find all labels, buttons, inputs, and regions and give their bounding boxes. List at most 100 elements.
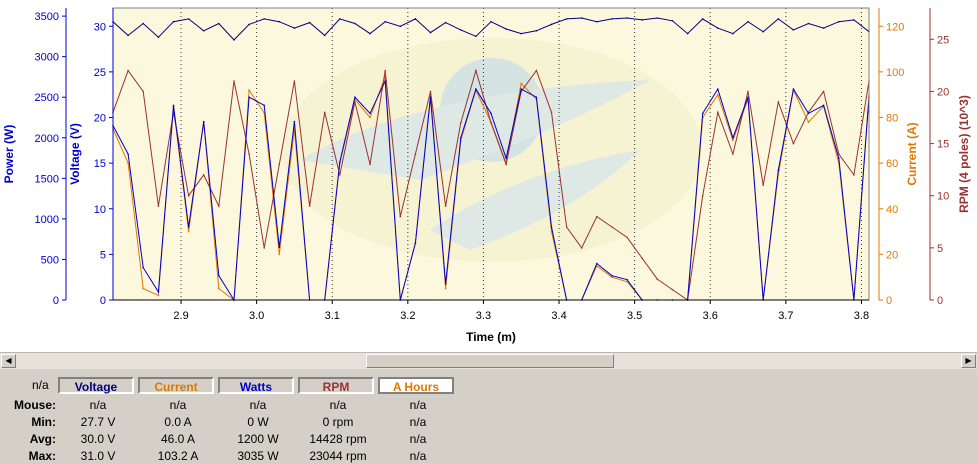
point-watts-34	[626, 278, 628, 281]
point-rpm-47	[822, 90, 825, 93]
header-watts[interactable]: Watts	[218, 377, 294, 394]
current-tick-label-2: 40	[886, 204, 898, 216]
min-a-hours: n/a	[409, 415, 427, 429]
point-voltage-9	[248, 23, 250, 26]
power-axis-title: Power (W)	[2, 125, 16, 184]
rpm-tick-label-1: 5	[937, 243, 943, 255]
point-watts-39	[701, 112, 704, 115]
series-layer	[112, 17, 870, 302]
current-axis-title: Current (A)	[905, 122, 919, 185]
min-watts: 0 W	[247, 415, 269, 429]
point-watts-20	[414, 242, 417, 244]
power-tick-label-2: 1000	[35, 214, 59, 226]
scroll-left-button[interactable]: ◀	[1, 354, 16, 368]
min-current: 0.0 A	[164, 415, 192, 429]
point-rpm-32	[596, 215, 598, 218]
header-a-hours[interactable]: A Hours	[378, 377, 454, 394]
x-tick-label-4: 3.3	[476, 310, 491, 322]
header-rpm[interactable]: RPM	[298, 377, 374, 394]
power-tick-label-1: 500	[41, 254, 59, 266]
point-rpm-14	[323, 111, 326, 114]
point-rpm-23	[460, 121, 462, 124]
header-current[interactable]: Current	[138, 377, 214, 394]
point-voltage-22	[444, 21, 447, 24]
point-watts-26	[505, 157, 507, 159]
max-current: 103.2 A	[157, 449, 199, 463]
point-rpm-11	[278, 163, 281, 166]
point-rpm-5	[187, 194, 190, 197]
point-watts-11	[278, 246, 281, 249]
point-watts-27	[520, 88, 522, 90]
point-rpm-22	[444, 205, 447, 207]
point-watts-47	[822, 104, 825, 107]
point-current-5	[187, 230, 190, 233]
point-voltage-33	[611, 18, 613, 20]
point-rpm-2	[142, 90, 144, 93]
axes-layer: 0500100015002000250030003500051015202530…	[35, 8, 949, 322]
scroll-thumb[interactable]	[366, 354, 614, 368]
avg-rpm: 14428 rpm	[309, 432, 367, 446]
point-watts-45	[792, 88, 795, 90]
point-voltage-27	[520, 32, 522, 35]
point-rpm-17	[369, 163, 371, 166]
point-rpm-43	[762, 184, 764, 187]
point-current-34	[626, 281, 628, 283]
current-tick-label-5: 100	[886, 67, 904, 79]
point-current-7	[218, 287, 220, 290]
power-tick-label-0: 0	[53, 295, 59, 307]
point-watts-1	[127, 153, 129, 155]
point-voltage-45	[792, 29, 795, 31]
point-rpm-28	[535, 69, 538, 72]
x-tick-label-0: 2.9	[173, 310, 188, 322]
rpm-tick-label-3: 15	[937, 139, 949, 151]
point-voltage-18	[384, 20, 387, 23]
header-voltage[interactable]: Voltage	[58, 377, 134, 394]
point-current-27	[520, 82, 522, 85]
point-watts-4	[172, 104, 175, 107]
point-current-40	[717, 93, 719, 96]
point-voltage-31	[580, 17, 583, 19]
point-current-41	[732, 139, 734, 142]
point-voltage-29	[550, 23, 553, 26]
rpm-tick-label-5: 25	[937, 34, 949, 46]
point-rpm-9	[248, 153, 250, 155]
x-tick-label-7: 3.6	[703, 310, 718, 322]
min-rpm: 0 rpm	[322, 415, 354, 429]
rpm-axis-title: RPM (4 poles) (10^3)	[957, 95, 971, 213]
point-rpm-37	[671, 288, 674, 291]
horizontal-scrollbar[interactable]: ◀ ▶	[0, 352, 977, 369]
row-label-min: Min:	[31, 415, 56, 429]
point-watts-12	[293, 120, 296, 123]
x-tick-label-6: 3.5	[627, 310, 642, 322]
point-voltage-37	[671, 20, 674, 22]
point-current-1	[127, 162, 129, 164]
stats-panel: n/a Voltage Current Watts RPM A Hours Mo…	[0, 369, 977, 464]
point-watts-44	[777, 169, 780, 171]
scroll-right-button[interactable]: ▶	[961, 354, 976, 368]
voltage-tick-label-1: 5	[100, 249, 106, 261]
point-rpm-21	[429, 90, 432, 93]
mouse-voltage: n/a	[89, 398, 107, 412]
point-watts-9	[248, 96, 250, 98]
avg-voltage: 30.0 V	[80, 432, 116, 446]
voltage-tick-label-0: 0	[100, 295, 106, 307]
point-rpm-40	[717, 111, 719, 114]
point-voltage-36	[656, 17, 659, 19]
corner-label: n/a	[32, 378, 49, 392]
point-voltage-41	[732, 32, 734, 35]
point-rpm-18	[384, 69, 387, 72]
row-label-max: Max:	[28, 449, 56, 463]
point-rpm-19	[399, 215, 402, 218]
point-watts-17	[369, 112, 371, 115]
point-voltage-25	[490, 20, 492, 23]
point-voltage-8	[233, 39, 235, 41]
point-rpm-35	[641, 257, 643, 260]
x-axis-title: Time (m)	[466, 330, 516, 344]
point-rpm-24	[475, 69, 477, 72]
point-voltage-7	[218, 22, 220, 25]
point-voltage-21	[429, 31, 432, 34]
point-voltage-15	[339, 18, 341, 20]
avg-watts: 1200 W	[237, 432, 279, 446]
point-watts-22	[444, 283, 447, 285]
point-rpm-42	[747, 90, 749, 93]
